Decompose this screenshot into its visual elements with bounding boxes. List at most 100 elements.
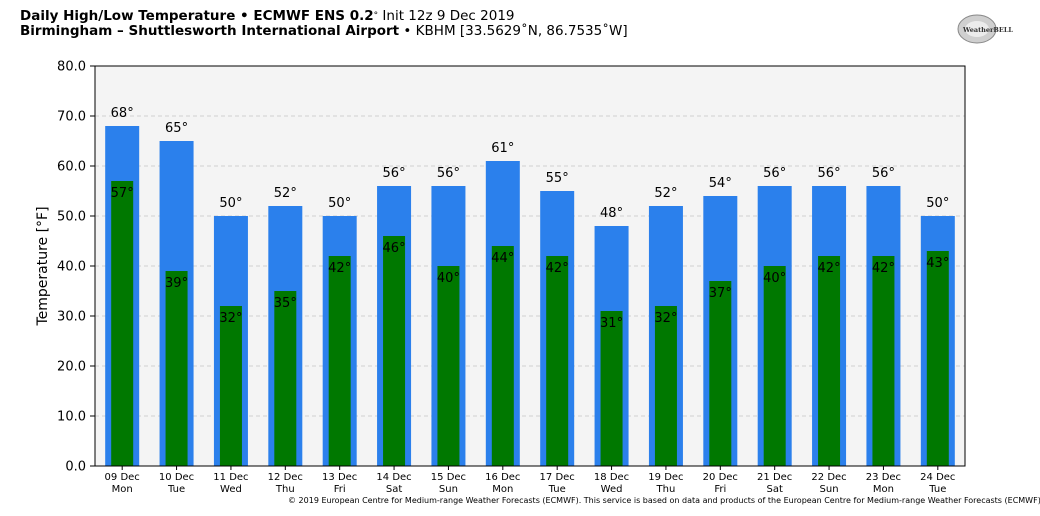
x-tick-label-day: Thu — [656, 484, 676, 495]
y-tick-label: 50.0 — [57, 210, 86, 225]
copyright-notice: © 2019 European Centre for Medium-range … — [288, 496, 1040, 505]
x-tick-label-day: Tue — [548, 484, 566, 495]
x-tick-label-day: Mon — [112, 484, 133, 495]
high-temp-label: 48° — [600, 206, 623, 221]
x-tick-label-date: 24 Dec — [920, 472, 955, 483]
x-tick-label-date: 14 Dec — [376, 472, 411, 483]
y-tick-label: 40.0 — [57, 260, 86, 275]
low-temp-label: 57° — [111, 186, 134, 201]
high-temp-label: 56° — [763, 166, 786, 181]
logo-text: WeatherBELL — [962, 26, 1013, 34]
low-temp-bar — [763, 266, 786, 466]
y-tick-label: 60.0 — [57, 160, 86, 175]
x-tick-label-day: Sat — [766, 484, 782, 495]
y-axis-label: Temperature [°F] — [35, 206, 51, 326]
low-temp-label: 35° — [274, 296, 297, 311]
x-tick-label-date: 19 Dec — [648, 472, 683, 483]
chart-title: Daily High/Low Temperature • ECMWF ENS 0… — [20, 8, 515, 24]
chart-subtitle: Birmingham – Shuttlesworth International… — [20, 23, 628, 39]
x-tick-label-day: Tue — [167, 484, 185, 495]
station-coords: • KBHM [33.5629˚N, 86.7535˚W] — [399, 23, 628, 39]
low-temp-bar — [219, 306, 242, 466]
x-tick-label-date: 10 Dec — [159, 472, 194, 483]
low-temp-bar — [546, 256, 569, 466]
high-temp-label: 52° — [654, 186, 677, 201]
x-tick-label-date: 20 Dec — [703, 472, 738, 483]
low-temp-bar — [709, 281, 732, 466]
x-tick-label-day: Fri — [334, 484, 346, 495]
x-tick-label-date: 11 Dec — [213, 472, 248, 483]
high-temp-label: 56° — [818, 166, 841, 181]
high-temp-label: 56° — [383, 166, 406, 181]
x-tick-label-date: 16 Dec — [485, 472, 520, 483]
y-tick-label: 0.0 — [65, 460, 86, 475]
low-temp-label: 42° — [818, 261, 841, 276]
y-tick-label: 30.0 — [57, 310, 86, 325]
low-temp-label: 42° — [328, 261, 351, 276]
x-tick-label-date: 22 Dec — [811, 472, 846, 483]
x-tick-label-day: Wed — [601, 484, 623, 495]
low-temp-label: 32° — [219, 311, 242, 326]
x-tick-label-day: Fri — [714, 484, 726, 495]
x-tick-label-date: 15 Dec — [431, 472, 466, 483]
weatherbell-logo-icon: WeatherBELL — [957, 14, 1013, 44]
high-temp-label: 52° — [274, 186, 297, 201]
low-temp-bar — [654, 306, 677, 466]
y-tick-label: 70.0 — [57, 110, 86, 125]
x-tick-label-day: Thu — [275, 484, 295, 495]
x-tick-label-day: Mon — [492, 484, 513, 495]
x-tick-label-day: Sun — [820, 484, 839, 495]
low-temp-bar — [274, 291, 297, 466]
high-temp-label: 56° — [437, 166, 460, 181]
high-temp-label: 68° — [111, 106, 134, 121]
low-temp-bar — [383, 236, 406, 466]
x-tick-label-day: Sat — [386, 484, 402, 495]
high-temp-label: 50° — [328, 196, 351, 211]
low-temp-label: 46° — [383, 241, 406, 256]
y-tick-label: 10.0 — [57, 410, 86, 425]
high-temp-label: 65° — [165, 121, 188, 136]
low-temp-label: 43° — [926, 256, 949, 271]
low-temp-bar — [165, 271, 188, 466]
low-temp-bar — [491, 246, 514, 466]
high-temp-label: 61° — [491, 141, 514, 156]
title-bold: Daily High/Low Temperature • ECMWF ENS 0… — [20, 8, 374, 24]
low-temp-label: 37° — [709, 286, 732, 301]
high-temp-label: 50° — [926, 196, 949, 211]
low-temp-label: 40° — [763, 271, 786, 286]
low-temp-bar — [437, 266, 460, 466]
high-temp-label: 54° — [709, 176, 732, 191]
x-tick-label-date: 12 Dec — [268, 472, 303, 483]
x-tick-label-day: Sun — [439, 484, 458, 495]
low-temp-bar — [872, 256, 895, 466]
low-temp-bar — [600, 311, 623, 466]
y-tick-label: 80.0 — [57, 60, 86, 75]
low-temp-bar — [818, 256, 841, 466]
high-temp-label: 55° — [546, 171, 569, 186]
x-tick-label-date: 17 Dec — [540, 472, 575, 483]
x-tick-label-date: 23 Dec — [866, 472, 901, 483]
x-tick-label-date: 13 Dec — [322, 472, 357, 483]
low-temp-bar — [926, 251, 949, 466]
low-temp-label: 31° — [600, 316, 623, 331]
x-tick-label-date: 09 Dec — [105, 472, 140, 483]
y-tick-label: 20.0 — [57, 360, 86, 375]
station-name: Birmingham – Shuttlesworth International… — [20, 23, 400, 39]
title-degree: ° — [373, 11, 379, 21]
low-temp-label: 42° — [546, 261, 569, 276]
x-tick-label-date: 21 Dec — [757, 472, 792, 483]
x-tick-label-day: Wed — [220, 484, 242, 495]
low-temp-label: 42° — [872, 261, 895, 276]
x-tick-label-day: Mon — [873, 484, 894, 495]
low-temp-label: 40° — [437, 271, 460, 286]
high-temp-label: 50° — [219, 196, 242, 211]
high-temp-label: 56° — [872, 166, 895, 181]
x-tick-label-day: Tue — [928, 484, 946, 495]
low-temp-bar — [328, 256, 351, 466]
low-temp-label: 39° — [165, 276, 188, 291]
x-tick-label-date: 18 Dec — [594, 472, 629, 483]
low-temp-label: 32° — [654, 311, 677, 326]
low-temp-bar — [111, 181, 134, 466]
low-temp-label: 44° — [491, 251, 514, 266]
